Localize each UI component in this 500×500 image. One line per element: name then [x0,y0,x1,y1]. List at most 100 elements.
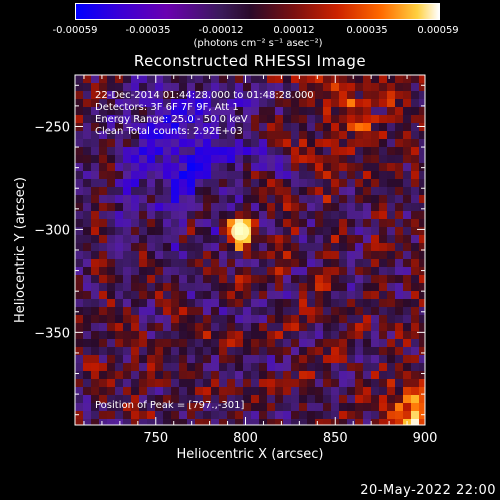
heatmap-cell [227,187,235,195]
heatmap-cell [347,307,355,315]
heatmap-cell [395,387,403,395]
heatmap-cell [91,131,99,139]
heatmap-cell [307,171,315,179]
heatmap-cell [163,403,171,411]
heatmap-cell [331,387,339,395]
heatmap-cell [275,379,283,387]
heatmap-cell [131,387,139,395]
heatmap-cell [107,379,115,387]
heatmap-cell [355,219,363,227]
heatmap-cell [195,363,203,371]
heatmap-cell [283,275,291,283]
heatmap-cell [203,323,211,331]
heatmap-cell [419,91,425,99]
heatmap-cell [203,211,211,219]
heatmap-cell [267,283,275,291]
heatmap-cell [395,363,403,371]
heatmap-cell [299,131,307,139]
heatmap-cell [163,251,171,259]
x-tick-label: 800 [233,431,258,446]
heatmap-cell [291,235,299,243]
heatmap-cell [299,203,307,211]
heatmap-cell [195,99,203,107]
heatmap-cell [403,163,411,171]
heatmap-cell [131,219,139,227]
heatmap-cell [83,91,91,99]
heatmap-cell [99,243,107,251]
heatmap-cell [251,419,259,425]
heatmap-cell [219,251,227,259]
heatmap-cell [195,299,203,307]
heatmap-cell [355,419,363,425]
heatmap-cell [371,139,379,147]
heatmap-cell [155,195,163,203]
heatmap-cell [227,83,235,91]
heatmap-cell [267,315,275,323]
heatmap-cell [347,99,355,107]
heatmap-cell [283,259,291,267]
heatmap-cell [315,83,323,91]
heatmap-cell [147,315,155,323]
heatmap-cell [371,235,379,243]
heatmap-cell [195,107,203,115]
heatmap-cell [379,203,387,211]
heatmap-cell [331,275,339,283]
heatmap-cell [259,131,267,139]
heatmap-cell [323,419,331,425]
heatmap-cell [267,187,275,195]
heatmap-cell [307,99,315,107]
heatmap-cell [251,283,259,291]
heatmap-cell [139,371,147,379]
heatmap-cell [403,131,411,139]
heatmap-cell [115,299,123,307]
heatmap-cell [363,339,371,347]
heatmap-cell [91,83,99,91]
heatmap-cell [99,347,107,355]
heatmap-cell [99,283,107,291]
heatmap-cell [283,203,291,211]
heatmap-cell [139,275,147,283]
heatmap-cell [211,243,219,251]
heatmap-cell [347,131,355,139]
heatmap-cell [147,323,155,331]
heatmap-cell [251,91,259,99]
heatmap-cell [283,395,291,403]
heatmap-cell [115,363,123,371]
heatmap-cell [379,83,387,91]
heatmap-cell [259,339,267,347]
heatmap-cell [83,307,91,315]
heatmap-cell [379,91,387,99]
heatmap-cell [235,187,243,195]
heatmap-cell [403,91,411,99]
heatmap-cell [91,339,99,347]
heatmap-cell [291,227,299,235]
heatmap-cell [139,195,147,203]
heatmap-cell [139,291,147,299]
heatmap-cell [139,147,147,155]
heatmap-cell [419,307,425,315]
heatmap-cell [123,171,131,179]
heatmap-cell [219,99,227,107]
heatmap-cell [379,179,387,187]
heatmap-cell [179,379,187,387]
heatmap-cell [227,163,235,171]
heatmap-cell [347,291,355,299]
heatmap-cell [115,219,123,227]
heatmap-cell [307,291,315,299]
heatmap-cell [75,299,83,307]
heatmap-cell [147,259,155,267]
heatmap-cell [379,219,387,227]
heatmap-cell [395,355,403,363]
heatmap-cell [387,283,395,291]
heatmap-cell [171,131,179,139]
heatmap-cell [307,275,315,283]
heatmap-cell [107,131,115,139]
heatmap-cell [339,267,347,275]
heatmap-cell [419,259,425,267]
heatmap-cell [363,323,371,331]
heatmap-cell [315,331,323,339]
heatmap-cell [251,331,259,339]
heatmap-cell [411,187,419,195]
heatmap-cell [195,91,203,99]
heatmap-cell [219,227,227,235]
